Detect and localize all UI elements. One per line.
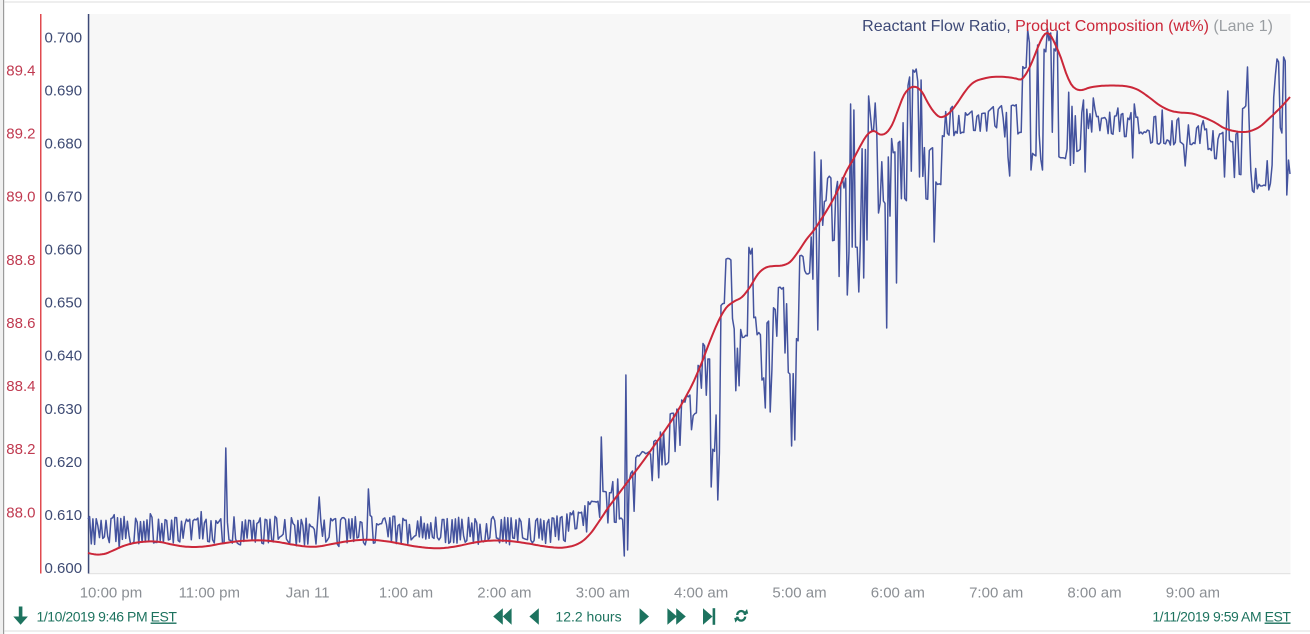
svg-text:0.670: 0.670 [45,189,83,206]
svg-text:9:00 am: 9:00 am [1166,584,1220,601]
svg-text:Reactant Flow Ratio, Product C: Reactant Flow Ratio, Product Composition… [862,18,1273,35]
svg-text:0.620: 0.620 [45,454,83,471]
svg-text:88.0: 88.0 [6,504,35,521]
svg-text:7:00 am: 7:00 am [969,584,1023,601]
svg-text:89.0: 89.0 [6,189,35,206]
svg-text:89.2: 89.2 [6,126,35,143]
svg-text:88.4: 88.4 [6,378,35,395]
svg-text:88.8: 88.8 [6,252,35,269]
svg-text:12.2 hours: 12.2 hours [555,609,621,625]
svg-text:89.4: 89.4 [6,62,35,79]
svg-text:0.630: 0.630 [45,401,83,418]
svg-text:0.680: 0.680 [45,135,83,152]
svg-text:10:00 pm: 10:00 pm [80,584,143,601]
svg-text:0.650: 0.650 [45,295,83,312]
svg-text:0.660: 0.660 [45,242,83,259]
svg-text:6:00 am: 6:00 am [871,584,925,601]
svg-text:0.700: 0.700 [45,29,83,46]
svg-text:11:00 pm: 11:00 pm [179,584,240,601]
svg-text:Jan 11: Jan 11 [286,584,330,601]
svg-text:3:00 am: 3:00 am [576,584,630,601]
svg-text:2:00 am: 2:00 am [477,584,531,601]
svg-text:0.610: 0.610 [45,507,83,524]
svg-text:0.640: 0.640 [45,348,83,365]
svg-text:0.600: 0.600 [45,560,83,577]
svg-text:88.6: 88.6 [6,315,35,332]
svg-text:0.690: 0.690 [45,82,83,99]
svg-text:5:00 am: 5:00 am [772,584,826,601]
svg-text:1:00 am: 1:00 am [379,584,433,601]
svg-text:1/11/2019 9:59 AM EST: 1/11/2019 9:59 AM EST [1152,609,1291,625]
svg-text:1/10/2019 9:46 PM EST: 1/10/2019 9:46 PM EST [37,609,178,625]
svg-text:8:00 am: 8:00 am [1067,584,1121,601]
svg-text:88.2: 88.2 [6,441,35,458]
svg-text:4:00 am: 4:00 am [674,584,728,601]
